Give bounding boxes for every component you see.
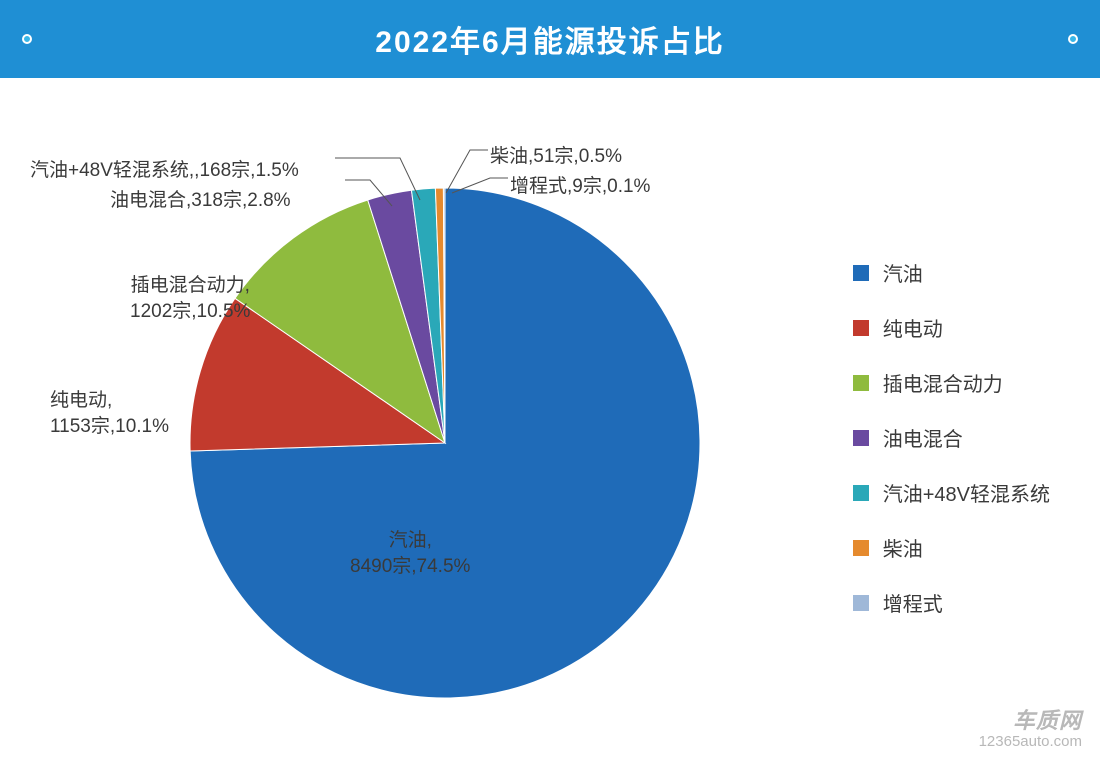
legend-label: 汽油 — [883, 258, 923, 287]
legend-item: 油电混合 — [853, 423, 1050, 452]
legend-item: 增程式 — [853, 588, 1050, 617]
legend-label: 插电混合动力 — [883, 368, 1003, 397]
chart-title: 2022年6月能源投诉占比 — [375, 17, 724, 61]
chart-area: 汽油,8490宗,74.5% 纯电动,1153宗,10.1% 插电混合动力,1202… — [0, 78, 1100, 718]
pie-chart — [190, 188, 700, 698]
legend-label: 柴油 — [883, 533, 923, 562]
legend-item: 插电混合动力 — [853, 368, 1050, 397]
legend-item: 汽油 — [853, 258, 1050, 287]
title-dot-left — [22, 34, 32, 44]
legend: 汽油纯电动插电混合动力油电混合汽油+48V轻混系统柴油增程式 — [853, 258, 1050, 643]
legend-swatch — [853, 485, 869, 501]
legend-label: 纯电动 — [883, 313, 943, 342]
slice-label: 增程式,9宗,0.1% — [510, 174, 650, 200]
watermark: 车质网 12365auto.com — [979, 709, 1082, 750]
legend-swatch — [853, 265, 869, 281]
pie-svg — [190, 188, 700, 698]
legend-swatch — [853, 430, 869, 446]
slice-label: 柴油,51宗,0.5% — [490, 144, 622, 170]
legend-item: 汽油+48V轻混系统 — [853, 478, 1050, 507]
leader-line — [446, 150, 488, 193]
legend-label: 油电混合 — [883, 423, 963, 452]
legend-swatch — [853, 320, 869, 336]
legend-item: 纯电动 — [853, 313, 1050, 342]
title-bar: 2022年6月能源投诉占比 — [0, 0, 1100, 78]
legend-swatch — [853, 375, 869, 391]
watermark-url: 12365auto.com — [979, 734, 1082, 751]
legend-swatch — [853, 540, 869, 556]
slice-label: 油电混合,318宗,2.8% — [110, 188, 291, 214]
title-dot-right — [1068, 34, 1078, 44]
legend-item: 柴油 — [853, 533, 1050, 562]
legend-label: 增程式 — [883, 588, 943, 617]
slice-label: 纯电动,1153宗,10.1% — [50, 388, 169, 439]
legend-label: 汽油+48V轻混系统 — [883, 478, 1050, 507]
slice-label: 汽油,8490宗,74.5% — [350, 528, 470, 579]
slice-label: 插电混合动力,1202宗,10.5% — [130, 273, 250, 324]
watermark-logo: 车质网 — [979, 709, 1082, 733]
slice-label: 汽油+48V轻混系统,,168宗,1.5% — [30, 158, 299, 184]
legend-swatch — [853, 595, 869, 611]
